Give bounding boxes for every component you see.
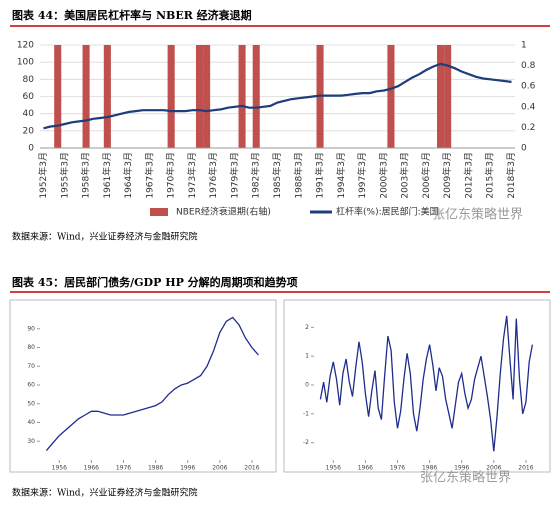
y-tick-label: 60 [23,92,35,102]
recession-bar [252,45,260,148]
y-tick-label: 1 [305,353,309,360]
figure-title: 图表 45：居民部门债务/GDP HP 分解的周期项和趋势项 [12,275,298,289]
y-tick-label: -1 [303,410,309,417]
legend-label: 杠杆率(%):居民部门:美国 [336,206,439,218]
x-tick-label: 1964年3月 [122,152,134,199]
recession-bar [444,45,452,148]
watermark: 张亿东策略世界 [420,470,511,486]
chart-frame [9,299,277,473]
recession-bar [238,45,246,148]
y2-tick-label: 1 [521,41,527,51]
x-tick-label: 2000年3月 [377,152,389,199]
y-tick-label: 120 [17,41,34,51]
x-tick-label: 1970年3月 [165,152,177,199]
y2-tick-label: 0.8 [521,61,536,71]
recession-bar [195,45,204,148]
x-tick-label: 1986 [422,465,437,472]
y-tick-label: 2 [305,324,309,331]
y-tick-label: 80 [23,75,35,85]
x-tick-label: 2015年3月 [484,152,496,199]
y-tick-label: -2 [303,439,309,446]
recession-bar [203,45,211,148]
line [43,62,512,130]
y-tick-label: 40 [23,109,35,119]
y2-tick-label: 0.2 [521,123,535,133]
recession-bar [167,45,175,148]
x-tick-label: 1973年3月 [186,152,198,199]
line [45,316,259,452]
y2-tick-label: 0 [521,144,527,154]
source-note: 数据来源：Wind，兴业证券经济与金融研究院 [12,487,198,499]
x-tick-label: 2012年3月 [462,152,474,199]
x-tick-label: 1967年3月 [143,152,155,199]
recession-bar [437,45,445,148]
recession-bar [103,45,111,148]
source-note: 数据来源：Wind，兴业证券经济与金融研究院 [12,231,198,243]
x-tick-label: 2016 [244,465,259,472]
x-tick-label: 2006 [486,465,501,472]
recession-bar [54,45,62,148]
x-tick-label: 1996 [180,465,195,472]
x-tick-label: 1976 [116,465,131,472]
x-tick-label: 1976年3月 [207,152,219,199]
x-tick-label: 1988年3月 [292,152,304,199]
watermark: 张亿东策略世界 [432,207,523,223]
legend-swatch [150,208,168,216]
x-tick-label: 1985年3月 [271,152,283,199]
x-tick-label: 2006 [212,465,227,472]
x-tick-label: 2006年3月 [420,152,432,199]
x-tick-label: 1991年3月 [314,152,326,199]
x-tick-label: 1982年3月 [250,152,262,199]
y-tick-label: 60 [27,382,35,389]
y-tick-label: 90 [27,325,35,332]
y-tick-label: 50 [27,400,35,407]
x-tick-label: 2009年3月 [441,152,453,199]
x-tick-label: 2003年3月 [399,152,411,199]
figure-title: 图表 44：美国居民杠杆率与 NBER 经济衰退期 [12,8,252,22]
x-tick-label: 1956 [326,465,341,472]
x-tick-label: 1961年3月 [101,152,113,199]
chart-frame [283,299,551,473]
y-tick-label: 100 [17,58,34,68]
x-tick-label: 1956 [52,465,67,472]
x-tick-label: 1996 [454,465,469,472]
y-tick-label: 40 [27,419,35,426]
x-tick-label: 1997年3月 [356,152,368,199]
y-tick-label: 30 [27,438,35,445]
x-tick-label: 2016 [518,465,533,472]
line [319,315,534,452]
x-tick-label: 2018年3月 [505,152,517,199]
x-tick-label: 1966 [358,465,373,472]
x-tick-label: 1986 [148,465,163,472]
x-tick-label: 1976 [390,465,405,472]
y-tick-label: 0 [305,382,309,389]
recession-bar [82,45,90,148]
legend-label: NBER经济衰退期(右轴) [176,206,271,218]
x-tick-label: 1994年3月 [335,152,347,199]
x-tick-label: 1979年3月 [228,152,240,199]
x-tick-label: 1966 [84,465,99,472]
x-tick-label: 1958年3月 [80,152,92,199]
recession-bar [387,45,395,148]
y-tick-label: 0 [28,144,34,154]
x-tick-label: 1952年3月 [37,152,49,199]
y-tick-label: 70 [27,363,35,370]
y2-tick-label: 0.6 [521,82,536,92]
y-tick-label: 20 [23,126,35,136]
y2-tick-label: 0.4 [521,102,536,112]
x-tick-label: 1955年3月 [58,152,70,199]
y-tick-label: 80 [27,344,35,351]
